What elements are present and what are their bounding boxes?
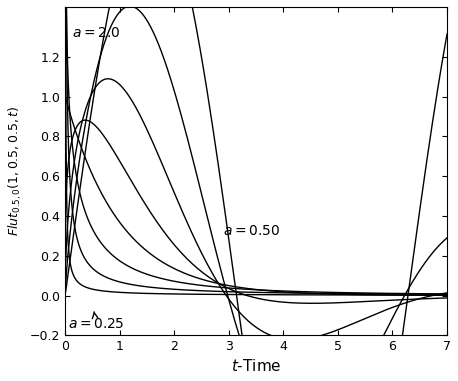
Text: $a = 2.0$: $a = 2.0$ (72, 26, 121, 40)
Text: $a = 0.25$: $a = 0.25$ (68, 312, 124, 331)
Y-axis label: $Flut_{0.5,0}(1,0.5,0.5,t)$: $Flut_{0.5,0}(1,0.5,0.5,t)$ (7, 106, 24, 236)
X-axis label: $t$-Time: $t$-Time (231, 358, 281, 374)
Text: $a = 0.50$: $a = 0.50$ (224, 224, 281, 238)
